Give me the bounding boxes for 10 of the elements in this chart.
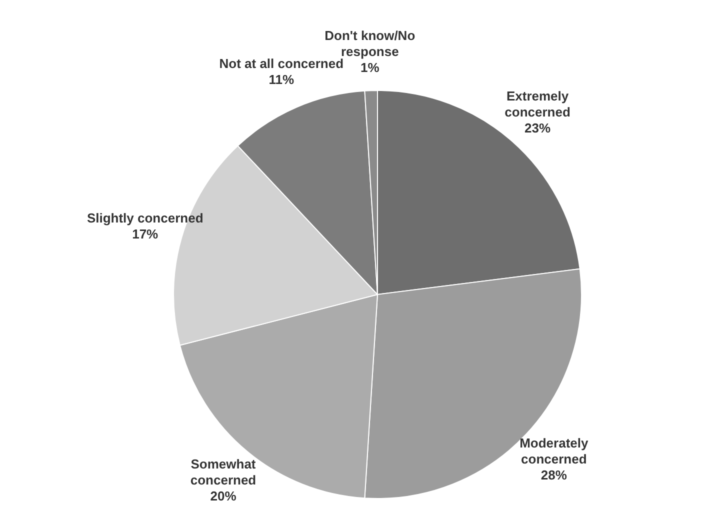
slice-label: Moderately concerned bbox=[520, 436, 589, 467]
data-label: 20% bbox=[210, 488, 237, 504]
data-label: 23% bbox=[524, 120, 551, 136]
data-label: 28% bbox=[540, 468, 568, 483]
slice-label: Extremely concerned bbox=[504, 88, 570, 120]
data-label: 17% bbox=[132, 226, 159, 242]
slice-label: Somewhat concerned bbox=[190, 456, 256, 488]
data-label: 1% bbox=[360, 60, 380, 76]
slice-label: Slightly concerned bbox=[86, 210, 204, 226]
data-label: 11% bbox=[268, 72, 294, 87]
